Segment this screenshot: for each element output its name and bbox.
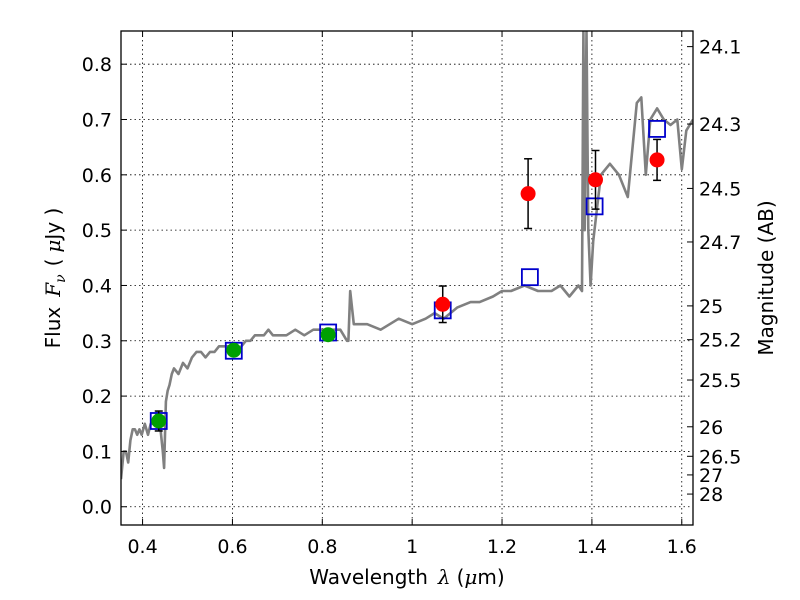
magnitude-tick-label: 26.5 (699, 446, 741, 468)
magnitude-tick-label: 24.5 (699, 178, 741, 200)
y-axis-label: FluxFν(μJy ) (41, 208, 69, 349)
marker-layer (149, 120, 666, 432)
axis-ticks: 0.4 0.6 0.8 1 1.2 1.4 1.6 0.0 0.1 0.2 0.3 0.4 0.5 0.6… (82, 31, 741, 558)
y-tick-label: 0.7 (82, 110, 112, 132)
magnitude-axis-label: Magnitude (AB) (754, 200, 778, 355)
optical-data-point (151, 413, 167, 429)
magnitude-tick-label: 28 (699, 484, 723, 506)
model-photometry-square (648, 120, 666, 138)
plot-frame (120, 30, 694, 526)
y-tick-label: 0.8 (82, 54, 112, 76)
magnitude-tick-label: 25 (699, 296, 723, 318)
spectrum-layer (121, 31, 693, 480)
magnitude-tick-label: 25.2 (699, 330, 741, 352)
grid-lines (121, 31, 693, 525)
nir-data-point (587, 172, 603, 188)
y-tick-label: 0.5 (82, 220, 112, 242)
x-tick-label: 1.6 (667, 536, 697, 558)
x-tick-label: 1 (406, 536, 418, 558)
x-tick-label: 1.2 (487, 536, 517, 558)
nir-data-point (435, 296, 451, 312)
x-tick-label: 0.8 (307, 536, 337, 558)
nir-data-point (649, 152, 665, 168)
x-tick-label: 0.6 (217, 536, 247, 558)
model-photometry-square (520, 268, 539, 287)
magnitude-tick-label: 25.5 (699, 370, 741, 392)
x-tick-label: 0.4 (127, 536, 157, 558)
model-photometry-square (585, 197, 604, 216)
spectrum-line (121, 31, 693, 480)
x-axis-label: Wavelength λ (μm) (309, 565, 504, 589)
y-tick-label: 0.4 (82, 275, 112, 297)
y-tick-label: 0.0 (82, 497, 112, 519)
nir-data-point (520, 186, 536, 202)
y-tick-label: 0.1 (82, 441, 112, 463)
y-tick-label: 0.6 (82, 165, 112, 187)
magnitude-tick-label: 24.1 (699, 37, 741, 59)
y-tick-label: 0.2 (82, 386, 112, 408)
optical-data-point (320, 327, 336, 343)
magnitude-tick-label: 27 (699, 465, 723, 487)
magnitude-tick-label: 26 (699, 417, 723, 439)
x-tick-label: 1.4 (577, 536, 607, 558)
magnitude-tick-label: 24.7 (699, 232, 741, 254)
magnitude-tick-label: 24.3 (699, 114, 741, 136)
optical-data-point (226, 342, 242, 358)
y-tick-label: 0.3 (82, 331, 112, 353)
